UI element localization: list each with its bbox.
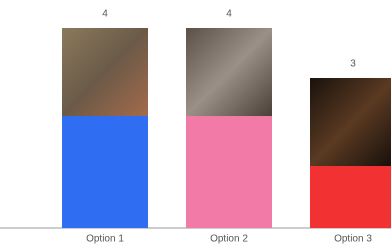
- x-tick-label: Option 2: [210, 234, 248, 245]
- x-tick-label: Option 3: [334, 234, 372, 245]
- page: 4Option 14Option 23Option 3 (() => { con…: [0, 0, 391, 247]
- value-label: 4: [226, 9, 232, 20]
- x-tick-label: Option 1: [86, 234, 124, 245]
- chart: 4 Option 1 4 Option 2 3 Option 3: [0, 0, 391, 247]
- bar-image: [62, 28, 148, 116]
- bar-image: [186, 28, 272, 116]
- bar-image: [310, 78, 391, 166]
- value-label: 3: [350, 59, 356, 70]
- value-label: 4: [102, 9, 108, 20]
